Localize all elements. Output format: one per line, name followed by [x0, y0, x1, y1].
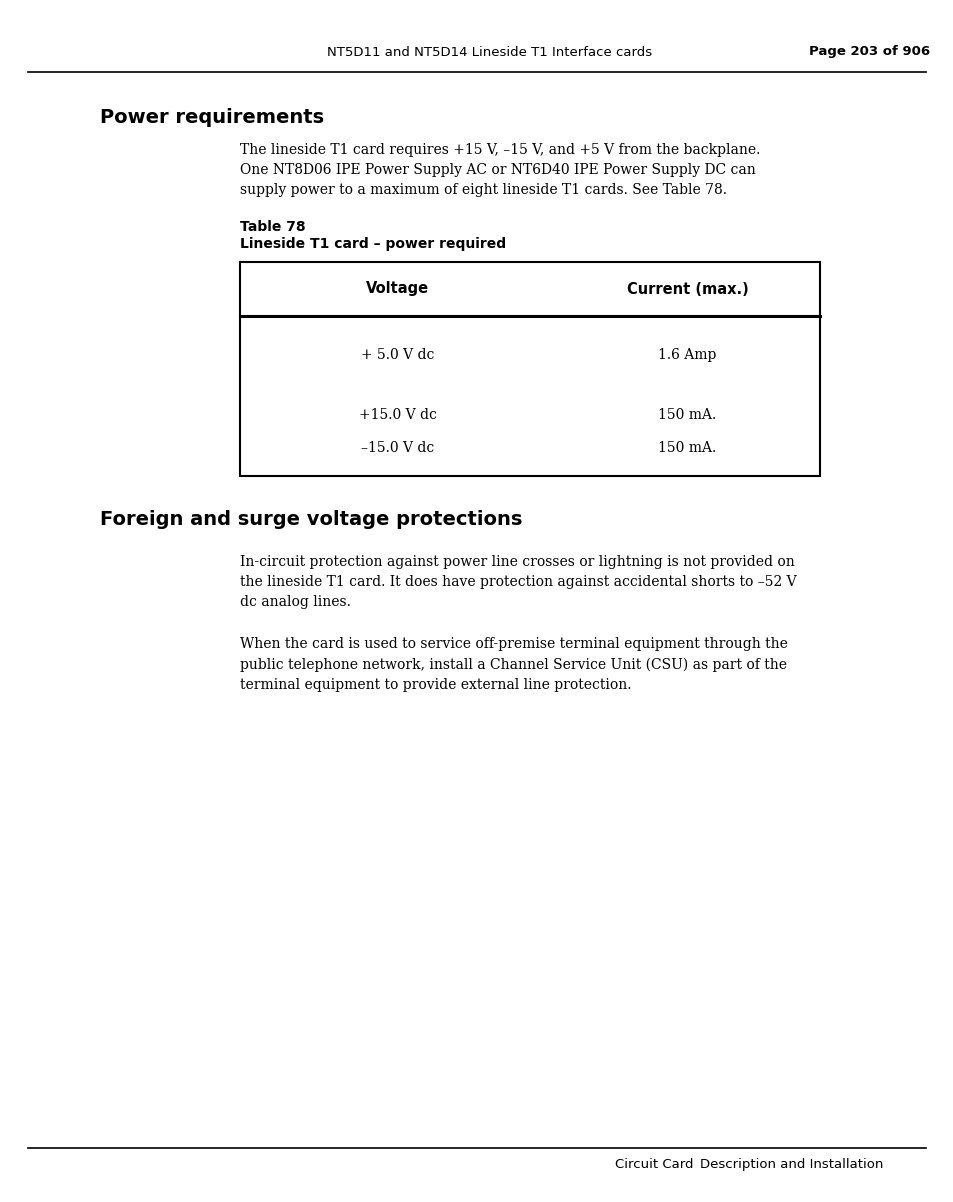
Text: 150 mA.: 150 mA. [658, 441, 716, 456]
Text: –15.0 V dc: –15.0 V dc [360, 441, 434, 456]
Text: 150 mA.: 150 mA. [658, 407, 716, 422]
Text: When the card is used to service off-premise terminal equipment through the
publ: When the card is used to service off-pre… [240, 637, 787, 691]
Text: +15.0 V dc: +15.0 V dc [358, 407, 436, 422]
Text: Lineside T1 card – power required: Lineside T1 card – power required [240, 237, 506, 251]
Text: Current (max.): Current (max.) [626, 281, 747, 297]
Text: Table 78: Table 78 [240, 220, 305, 234]
Text: Foreign and surge voltage protections: Foreign and surge voltage protections [100, 510, 522, 529]
Text: Circuit Card: Circuit Card [615, 1158, 693, 1171]
Text: NT5D11 and NT5D14 Lineside T1 Interface cards: NT5D11 and NT5D14 Lineside T1 Interface … [327, 46, 652, 59]
Bar [240, 262, 820, 476]
Text: Description and Installation: Description and Installation [700, 1158, 882, 1171]
Text: 1.6 Amp: 1.6 Amp [658, 349, 716, 362]
Text: Voltage: Voltage [366, 281, 429, 297]
Text: The lineside T1 card requires +15 V, –15 V, and +5 V from the backplane.
One NT8: The lineside T1 card requires +15 V, –15… [240, 143, 760, 197]
Text: In-circuit protection against power line crosses or lightning is not provided on: In-circuit protection against power line… [240, 555, 796, 609]
Text: Page 203 of 906: Page 203 of 906 [808, 46, 929, 59]
Text: + 5.0 V dc: + 5.0 V dc [360, 349, 434, 362]
Text: Power requirements: Power requirements [100, 108, 324, 127]
